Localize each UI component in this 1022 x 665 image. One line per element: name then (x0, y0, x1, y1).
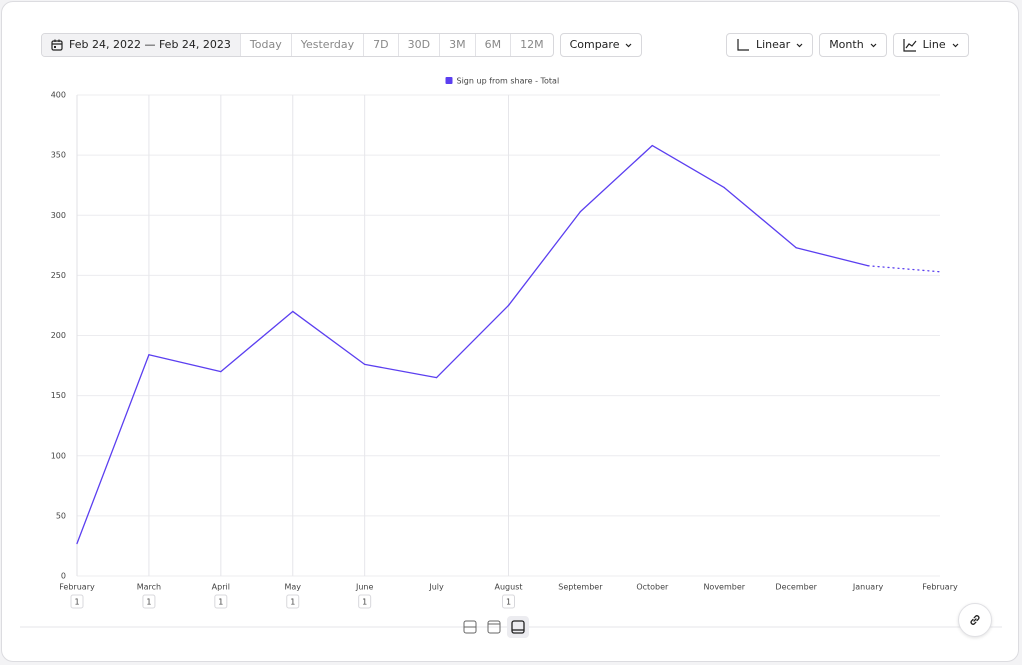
legend-swatch (445, 77, 453, 84)
layout-button[interactable] (507, 616, 529, 638)
preset[interactable]: 6M (474, 34, 511, 56)
x-tick-label: December (775, 583, 817, 592)
annotation-badge (502, 594, 515, 609)
layout-icon (511, 620, 525, 634)
annotation-badge (70, 594, 84, 609)
line-segment (292, 310, 366, 366)
y-tick-label: 50 (56, 511, 66, 520)
scale-button[interactable]: Linear (726, 33, 814, 57)
date-presets: Feb 24, 2022 — Feb 24, 2023 Today Yester… (41, 33, 554, 57)
line-segment (867, 265, 941, 273)
axis-icon (737, 39, 749, 51)
y-tick-label: 150 (51, 391, 66, 400)
compare-text: Compare (569, 38, 620, 51)
x-tick-label: July (428, 583, 444, 592)
annotation-count: 1 (506, 598, 511, 607)
interval-text: Month (829, 38, 864, 51)
link-button[interactable] (958, 603, 992, 637)
interval-button[interactable]: Month (819, 33, 887, 57)
scale-text: Linear (756, 38, 791, 51)
x-tick-label: October (636, 583, 669, 592)
line-icon (903, 39, 917, 52)
y-tick-label: 100 (51, 451, 66, 460)
annotation-count: 1 (218, 598, 223, 607)
annotation-badge (358, 594, 372, 609)
link-icon (970, 615, 980, 625)
preset[interactable]: Yesterday (290, 34, 363, 56)
annotation-count: 1 (362, 598, 367, 607)
line-segment (220, 310, 294, 373)
x-tick-label: April (212, 583, 230, 592)
line-segment (435, 304, 510, 379)
y-tick-label: 350 (51, 151, 66, 160)
layout-icon (487, 620, 501, 634)
x-tick-label: March (137, 583, 161, 592)
calendar-icon (51, 39, 63, 51)
x-tick-label: June (355, 583, 374, 592)
layout-button[interactable] (483, 616, 505, 638)
x-tick-label: January (852, 583, 884, 592)
chevron (952, 43, 959, 47)
chevron (626, 43, 632, 47)
line-segment (651, 144, 725, 189)
x-tick-label: February (59, 583, 95, 592)
y-tick-label: 0 (61, 572, 66, 581)
annotation-count: 1 (146, 598, 151, 607)
y-tick-label: 300 (51, 211, 66, 220)
preset[interactable]: Today (239, 34, 291, 56)
preset[interactable]: 3M (439, 34, 475, 56)
chevron (870, 43, 877, 47)
annotation-badge (214, 594, 228, 609)
line-segment (76, 354, 150, 545)
annotation-count: 1 (74, 598, 79, 607)
line-segment (795, 247, 869, 267)
x-tick-label: September (558, 583, 603, 592)
x-tick-label: May (284, 583, 301, 592)
legend-label: Sign up from share - Total (457, 77, 560, 86)
chart-type-text: Line (922, 38, 946, 51)
x-tick-label: August (495, 583, 523, 592)
preset[interactable]: 30D (397, 34, 439, 56)
chevron (796, 43, 803, 47)
chart-type-button[interactable]: Line (892, 33, 969, 57)
toolbar-left: Feb 24, 2022 — Feb 24, 2023 Today Yester… (41, 33, 643, 57)
preset[interactable]: 7D (363, 34, 397, 56)
line-segment (723, 186, 797, 249)
line-segment (579, 144, 653, 213)
x-tick-label: November (703, 583, 745, 592)
line-segment (364, 363, 438, 379)
date-range[interactable]: Feb 24, 2022 — Feb 24, 2023 (42, 34, 240, 56)
layout-buttons (459, 616, 529, 638)
layout-icon (463, 620, 477, 634)
line-segment (148, 354, 222, 373)
date-range-text: Feb 24, 2022 — Feb 24, 2023 (69, 38, 231, 51)
y-tick-label: 200 (51, 331, 66, 340)
y-tick-label: 250 (51, 271, 66, 280)
annotation-count: 1 (290, 598, 295, 607)
y-tick-label: 400 (51, 91, 66, 100)
preset[interactable]: 12M (510, 34, 553, 56)
annotation-badge (286, 594, 300, 609)
layout-button[interactable] (459, 616, 481, 638)
annotation-badge (142, 594, 156, 609)
x-tick-label: February (922, 583, 958, 592)
line-segment (507, 210, 582, 307)
compare-button[interactable]: Compare (559, 33, 643, 57)
toolbar-right: Linear Month Line (720, 33, 969, 57)
